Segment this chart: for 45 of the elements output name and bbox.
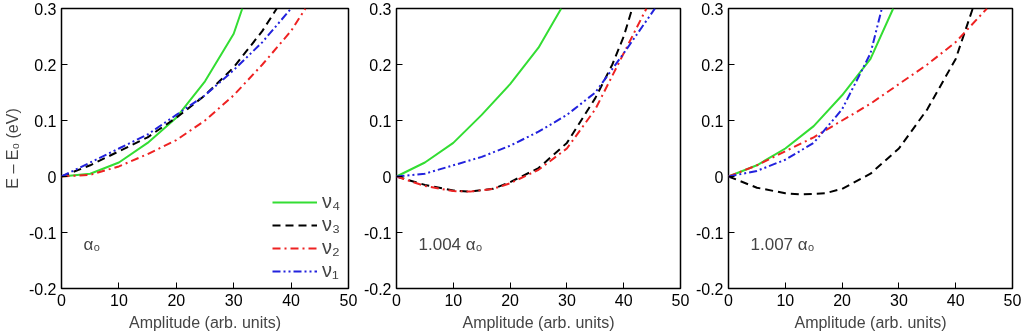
y-tick-label: 0.3 <box>34 0 57 18</box>
x-tick-label: 50 <box>339 291 358 309</box>
legend-label: ν₃ <box>322 213 342 236</box>
y-tick-label: -0.2 <box>695 280 724 298</box>
x-tick-label: 20 <box>167 291 186 309</box>
x-axis-title: Amplitude (arb. units) <box>462 313 615 331</box>
y-tick-label: 0.1 <box>369 112 392 130</box>
y-tick-label: 0.3 <box>701 0 724 18</box>
annotation: 1.007 α₀ <box>750 234 815 254</box>
y-tick-label: 0.2 <box>369 56 392 74</box>
x-axis-title: Amplitude (arb. units) <box>128 313 282 331</box>
y-tick-label: 0 <box>714 168 724 186</box>
y-tick-label: 0.2 <box>34 56 57 74</box>
y-tick-label: -0.1 <box>363 224 392 242</box>
x-tick-label: 50 <box>671 291 690 309</box>
x-tick-label: 30 <box>558 291 576 309</box>
x-tick-label: 20 <box>833 291 852 309</box>
annotation: 1.004 α₀ <box>418 234 483 254</box>
y-axis-title: E – E₀ (eV) <box>3 108 21 189</box>
y-tick-label: -0.2 <box>363 280 392 298</box>
y-tick-label: 0.1 <box>701 112 724 130</box>
y-tick-label: 0 <box>47 168 57 186</box>
x-tick-label: 40 <box>282 291 301 309</box>
x-tick-label: 30 <box>890 291 908 309</box>
legend-label: ν₂ <box>322 236 341 259</box>
x-tick-label: 20 <box>501 291 520 309</box>
x-tick-label: 10 <box>110 291 128 309</box>
x-tick-label: 10 <box>776 291 795 309</box>
y-tick-label: -0.2 <box>28 280 57 298</box>
y-tick-label: -0.1 <box>695 224 724 242</box>
x-tick-label: 40 <box>614 291 633 309</box>
legend-label: ν₄ <box>322 190 342 213</box>
x-tick-label: 40 <box>946 291 965 309</box>
x-axis-title: Amplitude (arb. units) <box>794 313 947 331</box>
x-tick-label: 10 <box>444 291 463 309</box>
y-tick-label: 0.2 <box>701 56 724 74</box>
line-series <box>396 8 563 178</box>
x-tick-label: 30 <box>224 291 243 309</box>
x-tick-label: 50 <box>1003 291 1022 309</box>
y-tick-label: -0.1 <box>28 224 57 242</box>
y-tick-label: 0.1 <box>34 112 57 130</box>
annotation: α₀ <box>83 234 101 254</box>
y-tick-label: 0.3 <box>369 0 392 18</box>
y-tick-label: 0 <box>382 168 392 186</box>
legend-label: ν₁ <box>322 259 340 282</box>
